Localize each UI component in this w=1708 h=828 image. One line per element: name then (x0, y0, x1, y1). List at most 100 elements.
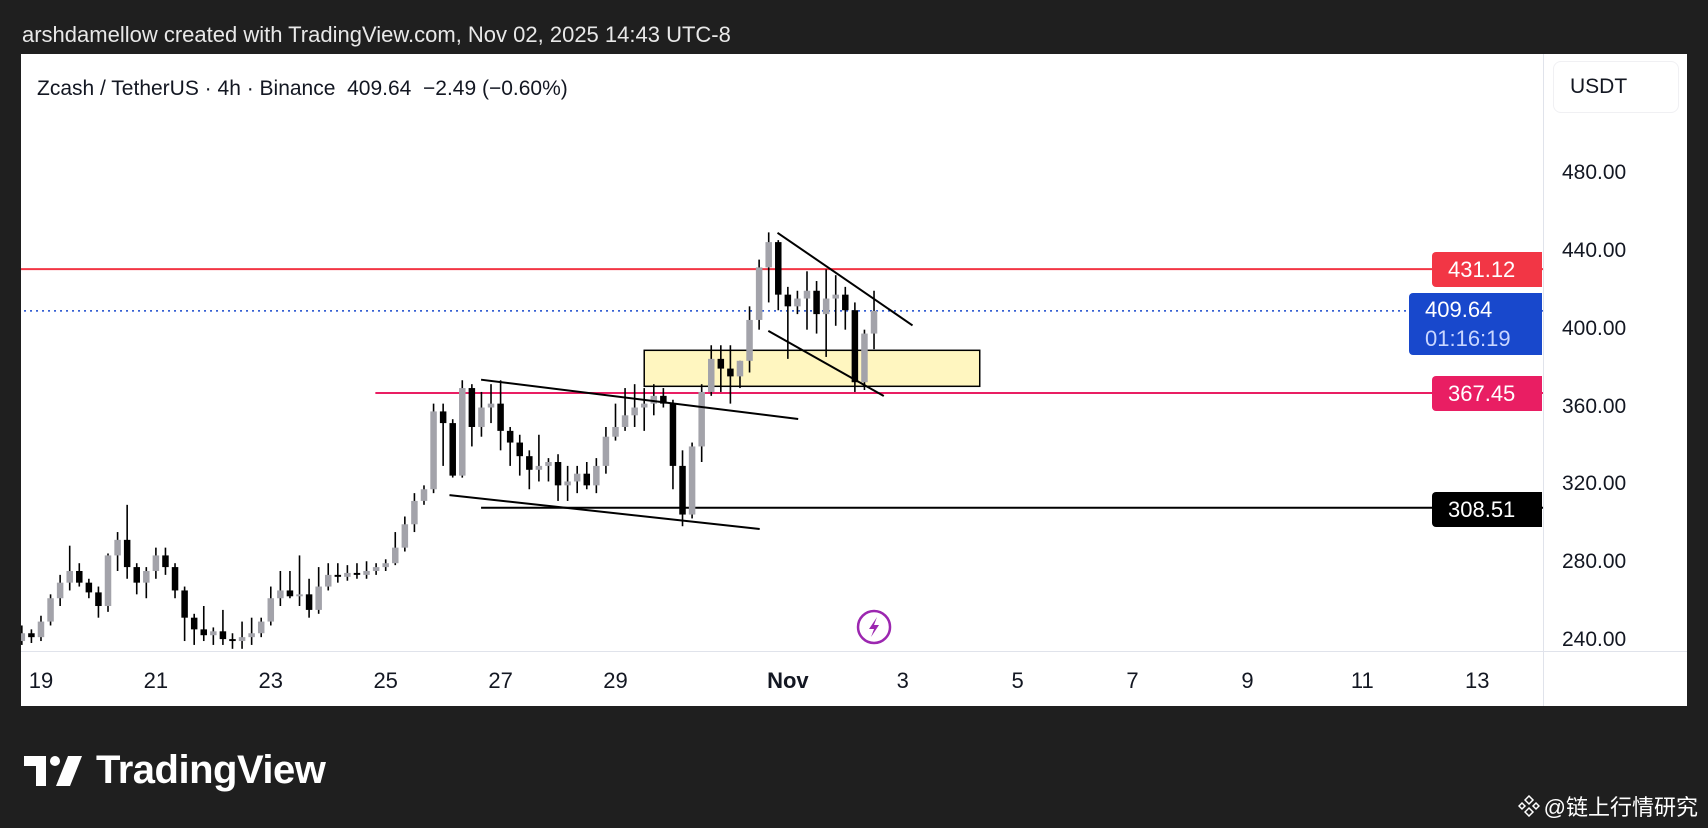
candle-body (554, 462, 562, 486)
candle-body (133, 567, 140, 583)
candle-body (47, 598, 54, 622)
candle-body (85, 582, 93, 593)
candle-body (497, 403, 504, 431)
candle-body (794, 298, 801, 307)
binance-diamond-icon (1517, 795, 1540, 817)
candle-body (535, 465, 543, 470)
wedge-lower-line (767, 329, 885, 397)
time-tick-label: 7 (1126, 668, 1139, 693)
candle-body (210, 631, 217, 636)
time-tick-label: 25 (373, 668, 398, 693)
candle-body (334, 574, 342, 577)
watermark: @链上行情研究 (1517, 790, 1698, 822)
candle-body (478, 407, 485, 427)
bar-countdown: 01:16:19 (1425, 326, 1511, 351)
price-tick-label: 280.00 (1562, 550, 1627, 574)
symbol-legend[interactable]: Zcash / TetherUS · 4h · Binance 409.64 −… (37, 77, 568, 101)
tradingview-logo-text: TradingView (96, 748, 326, 792)
candle-body (698, 391, 705, 447)
wedge-upper-line (776, 231, 914, 327)
candle-body (200, 629, 208, 636)
candle-body (344, 572, 351, 577)
price-axis-divider (1543, 54, 1544, 706)
candle-body (612, 426, 619, 437)
support-price-badge: 367.45 (1432, 376, 1542, 411)
candle-body (430, 411, 437, 490)
candle-body (267, 598, 275, 622)
candle-body (296, 594, 303, 597)
candle-body (822, 298, 830, 315)
symbol-info: Zcash / TetherUS · 4h · Binance (37, 77, 336, 100)
channel-upper-line (480, 378, 799, 420)
chart-caption: arshdamellow created with TradingView.co… (22, 22, 731, 47)
time-tick-label: 13 (1465, 668, 1490, 693)
candle-body (765, 242, 772, 268)
candle-body (736, 360, 744, 377)
candle-body (640, 403, 648, 408)
candle-body (162, 555, 169, 568)
candle-body (526, 456, 533, 470)
time-tick-label: 27 (488, 668, 513, 693)
candle-body (660, 395, 667, 404)
currency-button[interactable]: USDT (1553, 61, 1679, 113)
candle-body (143, 570, 150, 583)
candle-body (631, 407, 638, 416)
price-tick-label: 320.00 (1562, 472, 1627, 496)
candle-body (190, 617, 198, 630)
time-tick-label: 23 (258, 668, 284, 693)
price-tick-label: 480.00 (1562, 161, 1627, 184)
candle-body (813, 290, 820, 315)
candle-body (123, 539, 131, 568)
candle-body (28, 633, 35, 638)
candle-body (746, 319, 753, 361)
candle-body (861, 333, 868, 383)
candle-body (459, 388, 466, 476)
candle-body (593, 465, 600, 486)
candle-body (56, 582, 64, 599)
candle-body (248, 633, 255, 638)
candle-body (21, 633, 26, 642)
candle-body (851, 310, 859, 383)
time-axis-divider (21, 651, 1687, 652)
time-tick-label: Nov (767, 668, 809, 693)
candle-body (229, 639, 236, 642)
channel-lower-line (449, 494, 760, 530)
candle-body (219, 631, 227, 640)
candle-body (372, 567, 380, 571)
candle-body (401, 524, 409, 548)
time-tick-label: 5 (1011, 668, 1024, 693)
current-price-badge: 409.64 01:16:19 (1409, 293, 1542, 355)
candle-body (545, 462, 552, 466)
resistance-price-badge: 431.12 (1432, 252, 1542, 287)
candle-body (305, 594, 313, 610)
current-price-value: 409.64 (1425, 297, 1493, 322)
candle-body (842, 294, 849, 311)
candle-body (277, 590, 284, 599)
candle-body (353, 572, 361, 575)
candle-body (449, 423, 456, 476)
candle-body (650, 395, 658, 404)
candle-body (363, 570, 370, 575)
candle-body (487, 403, 495, 408)
candle-body (688, 446, 696, 515)
candle-body (382, 563, 389, 568)
candle-body (324, 574, 332, 587)
candle-body (76, 570, 83, 583)
candle-body (516, 442, 523, 457)
candle-body (171, 567, 179, 591)
time-tick-label: 19 (28, 668, 54, 693)
candle-body (727, 368, 734, 377)
candle-body (315, 586, 322, 610)
candle-body (257, 621, 265, 634)
candle-body (66, 570, 73, 583)
candle-body (181, 590, 188, 618)
candle-body (286, 590, 294, 597)
time-tick-label: 29 (603, 668, 628, 693)
candle-body (37, 621, 45, 638)
candle-body (152, 555, 160, 571)
candle-body (583, 473, 591, 486)
time-tick-label: 9 (1241, 668, 1254, 693)
price-tick-label: 440.00 (1562, 238, 1627, 262)
candle-body (506, 430, 514, 443)
